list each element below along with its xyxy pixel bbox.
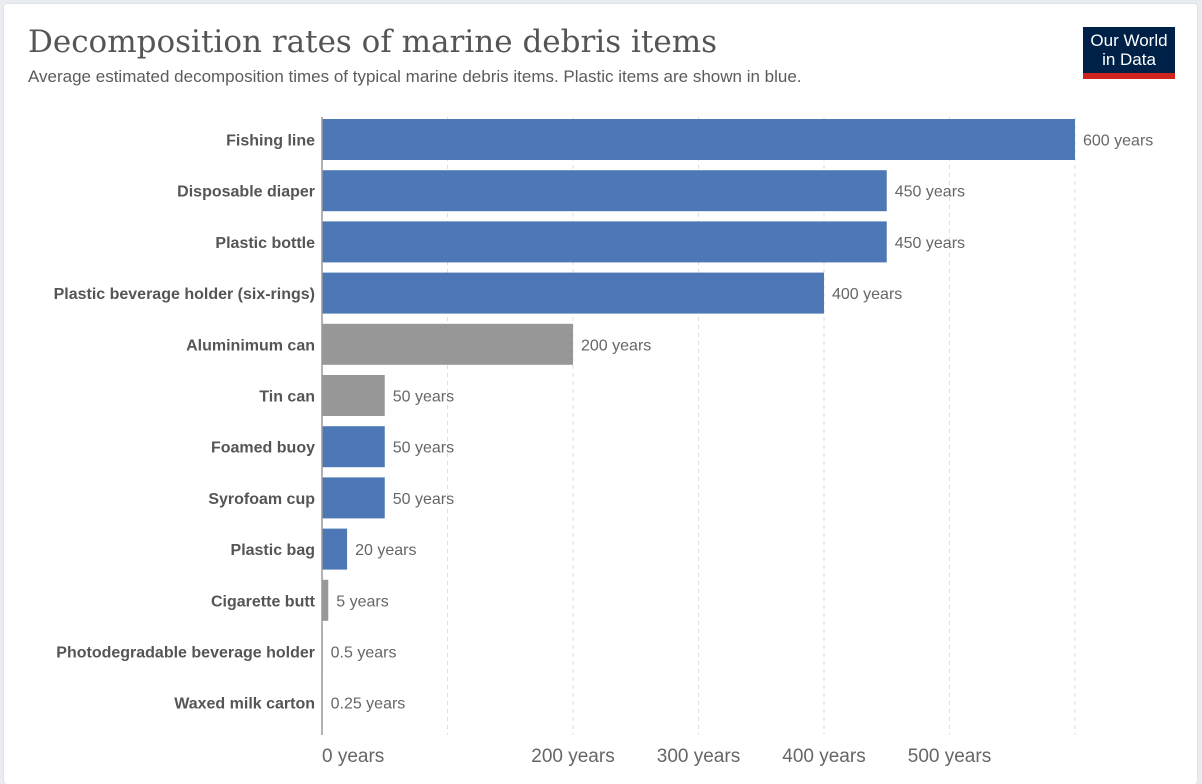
logo-line-1: Our World — [1090, 31, 1168, 50]
category-labels: Fishing line Disposable diaper Plastic bot… — [54, 133, 316, 713]
x-tick-label: 300 years — [657, 746, 740, 767]
x-tick-label: 500 years — [908, 746, 991, 767]
gridlines — [447, 117, 1076, 735]
bar[interactable] — [322, 375, 385, 416]
value-labels: 600 years 450 years 450 years 400 years 200 … — [331, 133, 1154, 713]
value-label: 5 years — [336, 593, 388, 610]
x-tick-label: 400 years — [782, 746, 865, 767]
value-label: 200 years — [581, 337, 651, 354]
bar[interactable] — [322, 477, 385, 519]
category-label: Syrofoam cup — [208, 491, 315, 508]
category-label: Waxed milk carton — [174, 696, 315, 713]
bar[interactable] — [322, 579, 329, 621]
bar[interactable] — [322, 426, 385, 468]
category-label: Photodegradable beverage holder — [56, 645, 315, 662]
owid-logo[interactable]: Our World in Data — [1083, 27, 1175, 79]
value-label: 450 years — [895, 184, 965, 201]
category-label: Aluminimum can — [186, 337, 315, 354]
category-label: Fishing line — [226, 133, 315, 150]
bar[interactable] — [322, 221, 887, 263]
value-label: 20 years — [355, 542, 416, 559]
category-label: Tin can — [259, 389, 315, 406]
chart-subtitle: Average estimated decomposition times of… — [28, 67, 802, 86]
logo-line-2: in Data — [1102, 50, 1156, 69]
value-label: 600 years — [1083, 133, 1153, 150]
category-label: Disposable diaper — [177, 184, 315, 201]
x-tick-label: 0 years — [322, 746, 384, 767]
value-label: 0.5 years — [331, 645, 397, 662]
bar[interactable] — [322, 323, 573, 365]
value-label: 0.25 years — [331, 696, 406, 713]
bars — [322, 119, 1075, 724]
category-label: Plastic beverage holder (six-rings) — [54, 286, 315, 303]
bar[interactable] — [322, 528, 348, 570]
value-label: 450 years — [895, 235, 965, 252]
bar[interactable] — [322, 272, 824, 314]
category-label: Plastic bag — [231, 542, 315, 559]
chart-title: Decomposition rates of marine debris ite… — [28, 24, 717, 60]
bar[interactable] — [322, 119, 1075, 160]
category-label: Plastic bottle — [215, 235, 315, 252]
category-label: Cigarette butt — [211, 593, 316, 610]
bar[interactable] — [322, 170, 887, 212]
x-axis-ticks: 0 years 200 years 300 years 400 years 500 ye… — [322, 746, 991, 767]
value-label: 50 years — [393, 491, 454, 508]
category-label: Foamed buoy — [211, 440, 315, 457]
value-label: 50 years — [393, 440, 454, 457]
x-tick-label: 200 years — [531, 746, 614, 767]
value-label: 50 years — [393, 389, 454, 406]
value-label: 400 years — [832, 286, 902, 303]
